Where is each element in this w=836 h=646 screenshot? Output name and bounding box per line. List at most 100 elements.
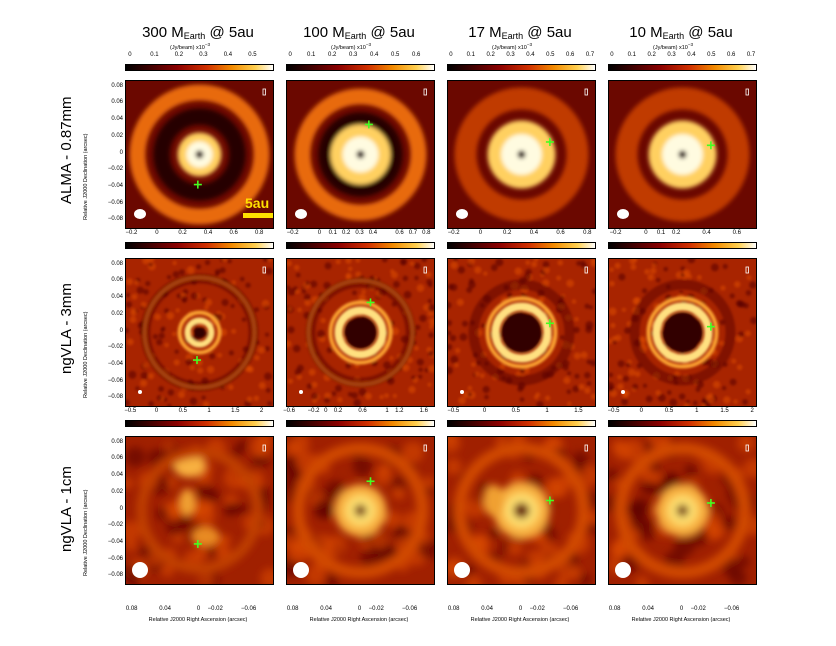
noise-blob (633, 297, 641, 304)
emission (609, 437, 756, 584)
noise-blob (657, 393, 666, 402)
colorbar-tick-label: 0 (478, 230, 483, 236)
noise-blob (423, 304, 430, 311)
noise-blob (335, 259, 341, 265)
noise-blob (567, 401, 572, 406)
noise-blob (566, 371, 572, 376)
noise-blob (140, 301, 147, 308)
noise-blob (743, 458, 756, 479)
noise-blob (166, 311, 175, 320)
emission (609, 259, 756, 406)
noise-blob (297, 307, 302, 313)
column-title: 100 MEarth @ 5au (279, 24, 439, 41)
noise-blob (531, 261, 538, 268)
noise-blob (326, 346, 333, 354)
noise-blob (353, 399, 362, 406)
noise-blob (515, 371, 522, 377)
noise-blob (287, 287, 296, 296)
noise-blob (738, 331, 745, 338)
noise-blob (215, 313, 223, 321)
noise-blob (230, 303, 235, 309)
colorbar-tick-label: 1 (207, 408, 211, 414)
noise-blob (507, 539, 523, 556)
noise-blob (609, 372, 614, 378)
colorbar-tick-label: 0.6 (732, 230, 741, 236)
noise-blob (625, 362, 631, 368)
noise-blob (448, 343, 453, 351)
noise-blob (135, 386, 140, 391)
noise-blob (482, 385, 490, 394)
colorbar-tick-label: −0.2 (447, 230, 460, 236)
noise-blob (181, 295, 188, 303)
colorbar-tick-label: −0.5 (124, 408, 137, 414)
column-title-subscript: Earth (501, 31, 524, 41)
colorbar-tick-label: 1.5 (231, 408, 240, 414)
noise-blob (450, 261, 458, 269)
noise-blob (372, 532, 390, 550)
noise-blob (624, 327, 631, 334)
image-panel (447, 436, 596, 585)
colorbar-tick-label: 0.1 (466, 52, 475, 58)
noise-blob (416, 284, 425, 292)
inner-ring-outer (177, 310, 222, 355)
noise-blob (158, 386, 165, 392)
noise-blob (217, 352, 223, 358)
emission-map (609, 437, 756, 584)
noise-blob (720, 285, 726, 291)
x-tick-label: 0.04 (481, 606, 493, 612)
noise-blob (617, 360, 625, 368)
column-title: 300 MEarth @ 5au (118, 24, 278, 41)
noise-blob (337, 397, 343, 403)
y-tick-label: −0.08 (107, 216, 123, 223)
noise-blob (140, 371, 149, 380)
corner-marker (745, 266, 749, 274)
noise-blob (706, 520, 726, 540)
beam-ellipse (293, 562, 309, 578)
outer-ring (614, 442, 751, 579)
noise-blob (683, 403, 690, 406)
noise-blob (448, 301, 452, 309)
image-panel (286, 258, 435, 407)
y-tick-label: −0.04 (107, 360, 123, 367)
noise-blob (192, 499, 212, 518)
y-tick-label: 0.02 (111, 132, 123, 139)
noise-blob (543, 266, 550, 274)
y-tick-label: 0.02 (111, 488, 123, 495)
scale-bar-label: 5au (245, 195, 270, 211)
noise-blob (167, 389, 175, 396)
inner-ring (491, 302, 552, 363)
colorbar (447, 420, 596, 427)
noise-blob (687, 259, 696, 264)
noise-blob (303, 293, 311, 301)
noise-blob (416, 358, 424, 366)
noise-blob (590, 393, 595, 400)
noise-blob (426, 278, 433, 286)
beam-ellipse (615, 562, 631, 578)
emission (129, 84, 270, 225)
inner-ring-outer (485, 296, 558, 369)
noise-blob (347, 266, 353, 272)
colorbar-tick-label: 0.2 (178, 230, 187, 236)
column-title-suffix: @ 5au (684, 24, 733, 41)
noise-blob (580, 351, 588, 359)
noise-blob (358, 293, 367, 302)
colorbar-tick-label: 0 (482, 408, 487, 414)
colorbar-tick-label: 0.7 (585, 52, 595, 58)
noise-blob (456, 298, 464, 306)
noise-blob (403, 290, 412, 299)
inner-cavity (678, 150, 687, 159)
y-tick-label: 0 (119, 505, 123, 512)
noise-blob (737, 437, 755, 452)
noise-blob (361, 289, 366, 295)
noise-blob (642, 383, 648, 388)
y-tick-label: −0.06 (107, 377, 123, 384)
noise-blob (246, 396, 253, 403)
noise-blob (455, 347, 461, 354)
emission (294, 88, 427, 221)
x-tick-label: 0 (196, 606, 201, 612)
outer-gap (140, 273, 259, 392)
noise-blob (474, 266, 482, 274)
noise-blob (324, 397, 330, 404)
noise-blob (173, 359, 180, 366)
x-tick-label: −0.02 (368, 606, 384, 612)
